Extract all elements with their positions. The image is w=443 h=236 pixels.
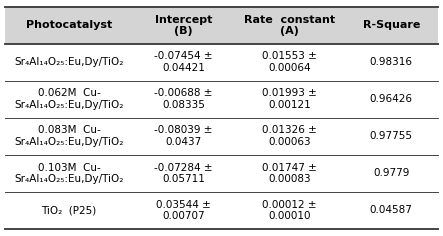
- Text: 0.01747 ±
0.00083: 0.01747 ± 0.00083: [262, 163, 317, 184]
- Text: 0.01993 ±
0.00121: 0.01993 ± 0.00121: [262, 88, 317, 110]
- Text: Sr₄Al₁₄O₂₅:Eu,Dy/TiO₂: Sr₄Al₁₄O₂₅:Eu,Dy/TiO₂: [15, 57, 124, 67]
- Text: Rate  constant
(A): Rate constant (A): [244, 15, 335, 36]
- Text: TiO₂  (P25): TiO₂ (P25): [42, 205, 97, 215]
- Text: Photocatalyst: Photocatalyst: [26, 20, 112, 30]
- Text: 0.01553 ±
0.00064: 0.01553 ± 0.00064: [262, 51, 317, 73]
- Bar: [5, 7, 438, 44]
- Text: 0.062M  Cu-
Sr₄Al₁₄O₂₅:Eu,Dy/TiO₂: 0.062M Cu- Sr₄Al₁₄O₂₅:Eu,Dy/TiO₂: [15, 88, 124, 110]
- Text: 0.03544 ±
0.00707: 0.03544 ± 0.00707: [156, 200, 211, 221]
- Text: R-Square: R-Square: [362, 20, 420, 30]
- Text: 0.103M  Cu-
Sr₄Al₁₄O₂₅:Eu,Dy/TiO₂: 0.103M Cu- Sr₄Al₁₄O₂₅:Eu,Dy/TiO₂: [15, 163, 124, 184]
- Text: -0.08039 ±
0.0437: -0.08039 ± 0.0437: [155, 126, 213, 147]
- Text: 0.00012 ±
0.00010: 0.00012 ± 0.00010: [262, 200, 317, 221]
- Text: 0.01326 ±
0.00063: 0.01326 ± 0.00063: [262, 126, 317, 147]
- Text: -0.00688 ±
0.08335: -0.00688 ± 0.08335: [155, 88, 213, 110]
- Text: 0.9779: 0.9779: [373, 168, 409, 178]
- Text: -0.07284 ±
0.05711: -0.07284 ± 0.05711: [155, 163, 213, 184]
- Text: -0.07454 ±
0.04421: -0.07454 ± 0.04421: [155, 51, 213, 73]
- Text: 0.96426: 0.96426: [370, 94, 413, 104]
- Text: Intercept
(B): Intercept (B): [155, 15, 212, 36]
- Text: 0.98316: 0.98316: [370, 57, 413, 67]
- Text: 0.083M  Cu-
Sr₄Al₁₄O₂₅:Eu,Dy/TiO₂: 0.083M Cu- Sr₄Al₁₄O₂₅:Eu,Dy/TiO₂: [15, 126, 124, 147]
- Text: 0.97755: 0.97755: [370, 131, 413, 141]
- Text: 0.04587: 0.04587: [370, 205, 412, 215]
